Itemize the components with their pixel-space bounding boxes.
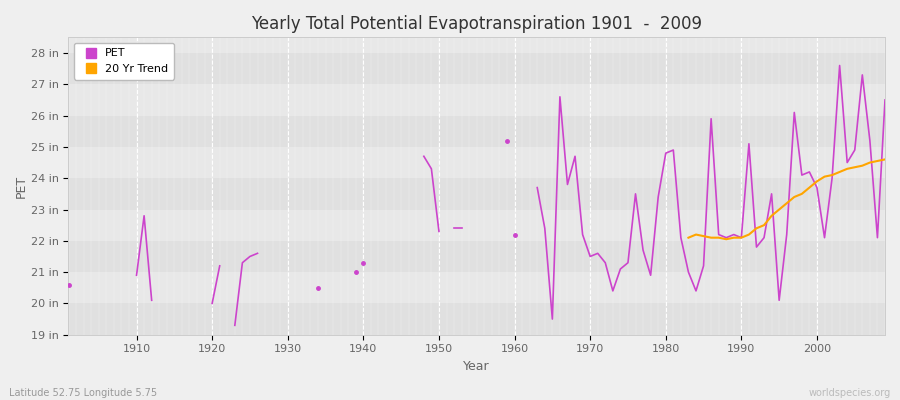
Bar: [68, 53, 885, 84]
Y-axis label: PET: PET: [15, 174, 28, 198]
Bar: [68, 210, 885, 241]
Bar: [68, 178, 885, 210]
Bar: [68, 304, 885, 335]
Bar: [68, 84, 885, 116]
X-axis label: Year: Year: [464, 360, 490, 373]
Legend: PET, 20 Yr Trend: PET, 20 Yr Trend: [74, 43, 174, 80]
Text: Latitude 52.75 Longitude 5.75: Latitude 52.75 Longitude 5.75: [9, 388, 157, 398]
Bar: [68, 116, 885, 147]
Bar: [68, 272, 885, 304]
Bar: [68, 241, 885, 272]
Bar: [68, 147, 885, 178]
Text: worldspecies.org: worldspecies.org: [809, 388, 891, 398]
Title: Yearly Total Potential Evapotranspiration 1901  -  2009: Yearly Total Potential Evapotranspiratio…: [251, 15, 702, 33]
